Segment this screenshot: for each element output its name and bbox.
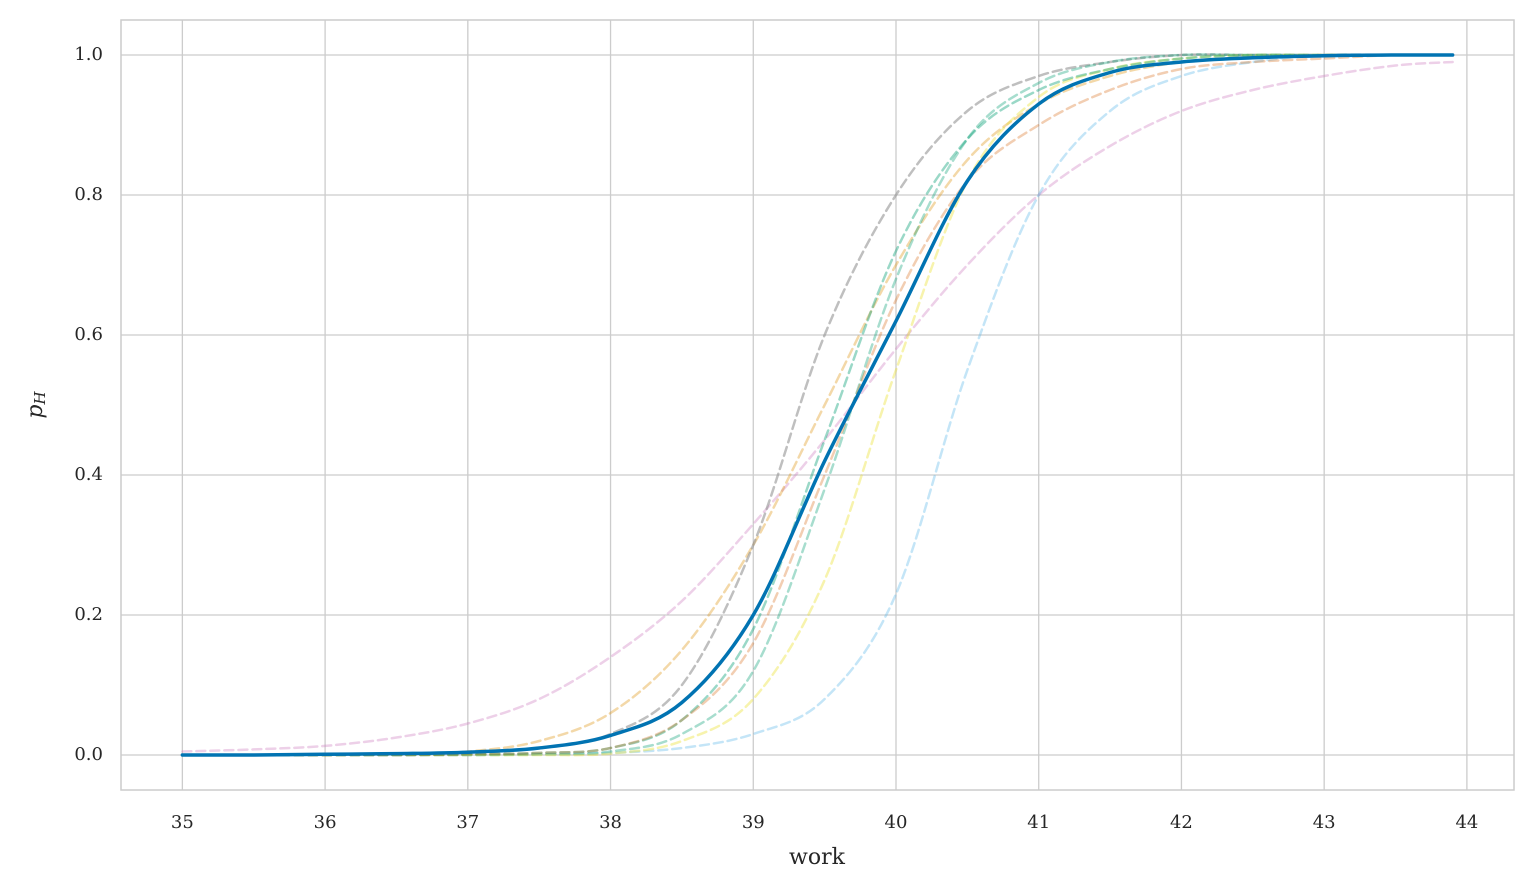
- series-line: [181, 53, 1454, 757]
- y-axis-label-base: p: [23, 405, 48, 419]
- series-line: [181, 53, 1454, 757]
- y-tick-label: 1.0: [74, 44, 103, 65]
- x-tick-label: 36: [314, 812, 337, 833]
- x-tick-label: 40: [885, 812, 908, 833]
- series-line: [181, 53, 1454, 757]
- x-axis-label: work: [789, 845, 846, 870]
- x-tick-label: 42: [1170, 812, 1193, 833]
- x-tick-label: 39: [742, 812, 765, 833]
- y-tick-label: 0.6: [74, 324, 103, 345]
- y-tick-label: 0.4: [74, 464, 103, 485]
- x-tick-label: 37: [456, 812, 479, 833]
- series-line: [180, 53, 1455, 757]
- series-line: [181, 60, 1454, 753]
- plot-frame: [120, 19, 1515, 791]
- x-tick-label: 44: [1455, 812, 1478, 833]
- y-axis-label: pH: [23, 391, 49, 419]
- x-tick-label: 35: [171, 812, 194, 833]
- series-line: [181, 53, 1454, 757]
- x-tick-label: 43: [1313, 812, 1336, 833]
- y-tick-label: 0.2: [74, 604, 103, 625]
- series-line: [181, 53, 1454, 757]
- y-axis-label-subscript: H: [31, 391, 49, 406]
- y-tick-label: 0.8: [74, 184, 103, 205]
- y-tick-label: 0.0: [74, 744, 103, 765]
- series-line: [181, 53, 1454, 757]
- series-line: [181, 53, 1454, 757]
- x-tick-label: 38: [599, 812, 622, 833]
- x-tick-label: 41: [1027, 812, 1050, 833]
